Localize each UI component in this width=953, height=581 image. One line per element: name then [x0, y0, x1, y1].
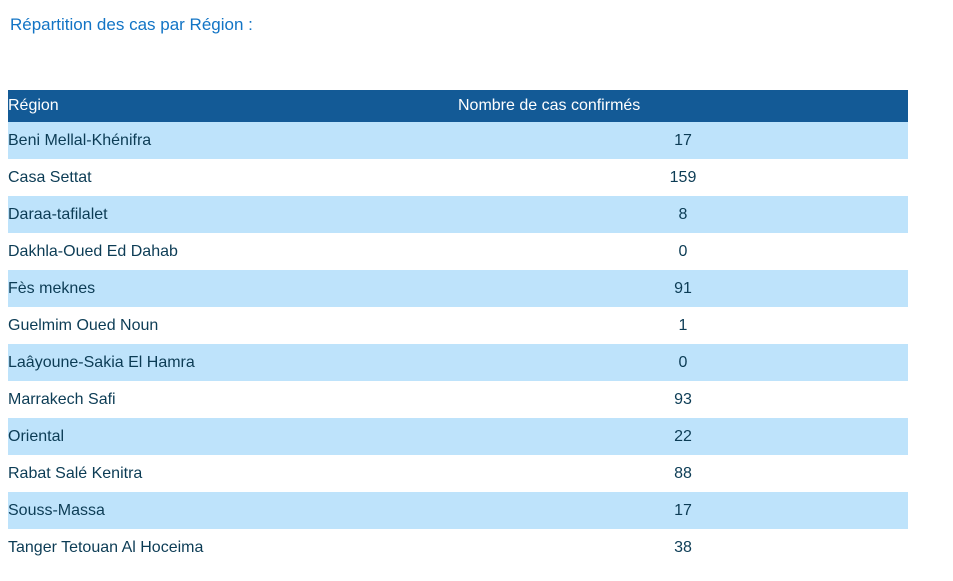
- region-cell: Casa Settat: [8, 168, 92, 186]
- cases-cell: 91: [674, 279, 692, 297]
- region-cell: Laâyoune-Sakia El Hamra: [8, 353, 195, 371]
- region-cell: Fès meknes: [8, 279, 96, 297]
- table-header: Région Nombre de cas confirmés: [8, 90, 908, 122]
- table-row: Oriental 22: [8, 418, 908, 455]
- table-row: Casa Settat 159: [8, 159, 908, 196]
- cases-cell: 0: [678, 242, 688, 260]
- table-row: Beni Mellal-Khénifra 17: [8, 122, 908, 159]
- table-body: Beni Mellal-Khénifra 17 Casa Settat 159 Dara…: [8, 122, 908, 566]
- table-row: Fès meknes 91: [8, 270, 908, 307]
- cases-cell: 93: [674, 390, 692, 408]
- page-title: Répartition des cas par Région :: [10, 15, 253, 34]
- table-row: Laâyoune-Sakia El Hamra 0: [8, 344, 908, 381]
- cases-cell: 0: [678, 353, 688, 371]
- table-row: Daraa-tafilalet 8: [8, 196, 908, 233]
- header-row: Région Nombre de cas confirmés: [8, 90, 908, 122]
- cases-table: Région Nombre de cas confirmés Beni Mell…: [8, 90, 908, 566]
- region-cell: Daraa-tafilalet: [8, 205, 108, 223]
- table-row: Marrakech Safi 93: [8, 381, 908, 418]
- table-row: Rabat Salé Kenitra 88: [8, 455, 908, 492]
- cases-table-container: Région Nombre de cas confirmés Beni Mell…: [8, 90, 908, 566]
- region-cell: Oriental: [8, 427, 65, 445]
- table-row: Souss-Massa 17: [8, 492, 908, 529]
- region-cell: Guelmim Oued Noun: [8, 316, 159, 334]
- cases-cell: 17: [674, 131, 692, 149]
- table-row: Tanger Tetouan Al Hoceima 38: [8, 529, 908, 566]
- cases-cell: 1: [678, 316, 688, 334]
- table-row: Dakhla-Oued Ed Dahab 0: [8, 233, 908, 270]
- column-header-region: Région: [8, 90, 458, 122]
- region-cell: Marrakech Safi: [8, 390, 116, 408]
- region-cell: Souss-Massa: [8, 501, 105, 519]
- cases-cell: 22: [674, 427, 692, 445]
- region-cell: Tanger Tetouan Al Hoceima: [8, 538, 204, 556]
- region-cell: Beni Mellal-Khénifra: [8, 131, 152, 149]
- cases-cell: 17: [674, 501, 692, 519]
- region-cell: Rabat Salé Kenitra: [8, 464, 143, 482]
- column-header-cases: Nombre de cas confirmés: [458, 90, 908, 122]
- table-row: Guelmim Oued Noun 1: [8, 307, 908, 344]
- cases-cell: 8: [678, 205, 688, 223]
- cases-cell: 88: [674, 464, 692, 482]
- region-cell: Dakhla-Oued Ed Dahab: [8, 242, 178, 260]
- cases-cell: 159: [669, 168, 697, 186]
- cases-cell: 38: [674, 538, 692, 556]
